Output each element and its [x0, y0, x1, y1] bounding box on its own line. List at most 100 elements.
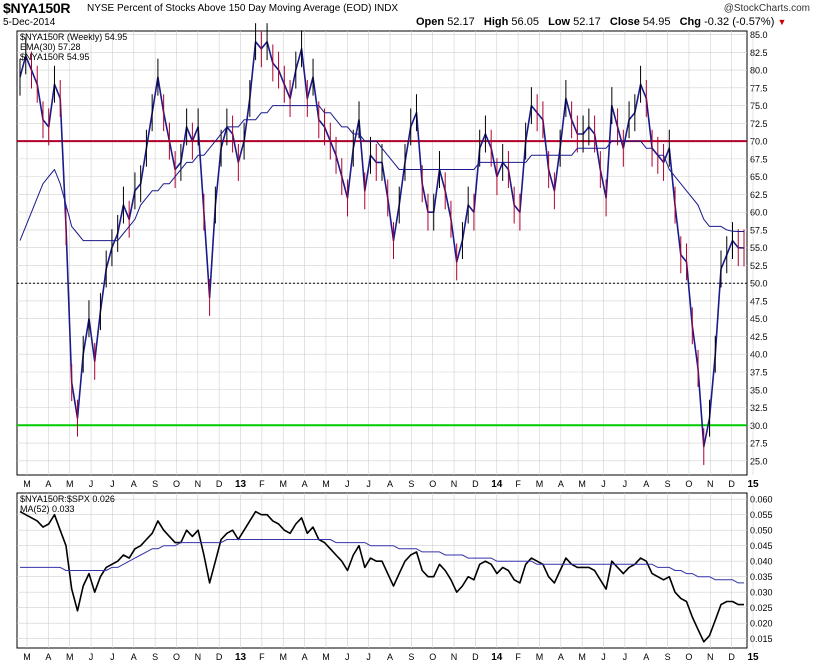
ratio-x-tick-label: A: [558, 652, 564, 662]
main-x-tick-label: J: [366, 479, 371, 489]
chart-header: $NYA150R NYSE Percent of Stocks Above 15…: [0, 0, 820, 16]
main-x-tick-label: J: [110, 479, 115, 489]
chart-date: 5-Dec-2014: [3, 17, 56, 28]
main-x-tick-label: M: [66, 479, 74, 489]
main-y-tick-label: 40.0: [750, 350, 768, 360]
main-series-average-line: [19, 105, 744, 242]
ratio-x-tick-label: D: [472, 652, 479, 662]
main-y-tick-label: 30.0: [750, 421, 768, 431]
ratio-x-tick-label: J: [89, 652, 94, 662]
high-value: 56.05: [511, 16, 539, 28]
ratio-series-average-line: [20, 539, 744, 584]
main-x-tick-label: J: [623, 479, 628, 489]
ratio-x-tick-label: 13: [235, 652, 247, 663]
ticker-symbol: $NYA150R: [3, 0, 71, 16]
main-y-tick-label: 62.5: [750, 190, 768, 200]
main-y-tick-label: 35.0: [750, 385, 768, 395]
open-value: 52.17: [447, 16, 475, 28]
main-y-tick-label: 42.5: [750, 332, 768, 342]
main-x-tick-label: A: [558, 479, 564, 489]
ratio-x-tick-label: N: [707, 652, 714, 662]
main-y-tick-label: 47.5: [750, 296, 768, 306]
main-y-tick-label: 45.0: [750, 314, 768, 324]
main-x-tick-label: M: [23, 479, 31, 489]
main-legend-entry: EMA(30) 57.28: [20, 42, 81, 52]
main-x-tick-label: A: [387, 479, 393, 489]
ratio-x-tick-label: 15: [747, 652, 759, 663]
ratio-y-tick-label: 0.060: [750, 495, 773, 505]
main-y-tick-label: 37.5: [750, 367, 768, 377]
ratio-x-tick-label: N: [195, 652, 202, 662]
main-x-tick-label: J: [89, 479, 94, 489]
main-legend-entry: $NYA150R (Weekly) 54.95: [20, 32, 127, 42]
ohlc-summary: Open 52.17 High 56.05 Low 52.17 Close 54…: [416, 16, 787, 28]
chart-description: NYSE Percent of Stocks Above 150 Day Mov…: [87, 3, 399, 14]
ratio-y-tick-label: 0.045: [750, 541, 773, 551]
main-y-tick-label: 70.0: [750, 137, 768, 147]
ratio-y-tick-label: 0.035: [750, 572, 773, 582]
main-y-tick-label: 55.0: [750, 243, 768, 253]
main-y-tick-label: 65.0: [750, 172, 768, 182]
main-x-tick-label: M: [322, 479, 330, 489]
change-value: -0.32 (-0.57%): [704, 16, 775, 28]
ratio-x-tick-label: S: [408, 652, 414, 662]
main-x-tick-label: A: [45, 479, 51, 489]
main-x-tick-label: O: [173, 479, 180, 489]
main-x-tick-label: F: [259, 479, 265, 489]
main-x-tick-label: O: [685, 479, 692, 489]
main-x-tick-label: M: [578, 479, 586, 489]
ratio-x-tick-label: O: [173, 652, 180, 662]
main-legend-entry: $NYA150R 54.95: [20, 52, 89, 62]
ratio-legend-entry: MA(52) 0.033: [20, 504, 75, 514]
exchange-label: INDX: [374, 3, 399, 14]
main-y-tick-label: 60.0: [750, 208, 768, 218]
main-x-tick-label: A: [302, 479, 308, 489]
main-y-tick-label: 52.5: [750, 261, 768, 271]
main-x-tick-label: M: [279, 479, 287, 489]
ratio-x-tick-label: J: [601, 652, 606, 662]
ratio-y-tick-label: 0.020: [750, 619, 773, 629]
main-y-tick-label: 27.5: [750, 439, 768, 449]
main-x-tick-label: S: [665, 479, 671, 489]
ratio-x-tick-label: J: [345, 652, 350, 662]
ratio-y-tick-label: 0.040: [750, 557, 773, 567]
ratio-y-tick-label: 0.015: [750, 634, 773, 644]
ratio-series-price-line: [19, 510, 744, 643]
main-x-tick-label: D: [216, 479, 223, 489]
ratio-x-tick-label: M: [66, 652, 74, 662]
ratio-y-tick-label: 0.050: [750, 526, 773, 536]
ratio-x-tick-label: D: [216, 652, 223, 662]
ratio-x-tick-label: M: [578, 652, 586, 662]
main-x-tick-label: N: [451, 479, 458, 489]
ratio-y-tick-label: 0.025: [750, 603, 773, 613]
main-y-tick-label: 25.0: [750, 456, 768, 466]
ratio-x-tick-label: N: [451, 652, 458, 662]
main-x-tick-label: A: [643, 479, 649, 489]
main-x-tick-label: J: [345, 479, 350, 489]
ratio-x-tick-label: A: [45, 652, 51, 662]
ratio-y-tick-label: 0.030: [750, 588, 773, 598]
ratio-x-tick-label: O: [685, 652, 692, 662]
main-x-tick-label: N: [707, 479, 714, 489]
ratio-x-tick-label: S: [152, 652, 158, 662]
ratio-x-tick-label: M: [279, 652, 287, 662]
ratio-x-tick-label: O: [429, 652, 436, 662]
ratio-x-tick-label: F: [515, 652, 521, 662]
ratio-x-tick-label: A: [131, 652, 137, 662]
ratio-x-tick-label: J: [366, 652, 371, 662]
close-value: 54.95: [642, 16, 671, 28]
main-y-tick-label: 85.0: [750, 30, 768, 40]
down-triangle-icon: ▼: [777, 17, 787, 27]
ratio-x-tick-label: M: [536, 652, 544, 662]
main-x-tick-label: A: [131, 479, 137, 489]
copyright-text[interactable]: @StockCharts.com: [723, 3, 810, 14]
ratio-x-tick-label: J: [110, 652, 115, 662]
main-x-tick-label: J: [601, 479, 606, 489]
main-plot-frame: [16, 30, 748, 476]
ratio-plot-frame: [16, 492, 748, 649]
ratio-x-tick-label: A: [643, 652, 649, 662]
main-y-tick-label: 77.5: [750, 83, 768, 93]
ratio-x-tick-label: 14: [491, 652, 503, 663]
main-series-price-line: [19, 40, 745, 448]
